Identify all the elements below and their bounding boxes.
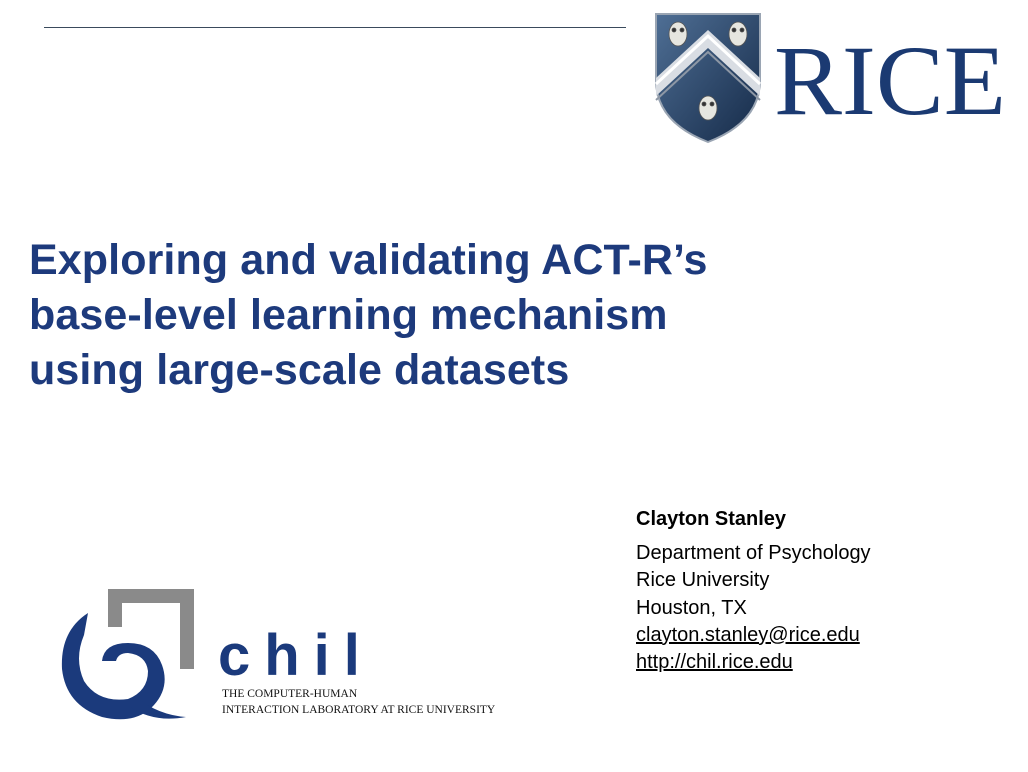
chil-wordmark: chil (218, 623, 374, 688)
author-location: Houston, TX (636, 596, 747, 619)
author-block: Clayton Stanley Department of Psychology… (636, 506, 1016, 676)
author-department: Department of Psychology (636, 542, 871, 564)
rice-logo: RICE (654, 13, 1006, 144)
rice-wordmark: RICE (774, 25, 1006, 136)
top-divider-line (44, 27, 626, 28)
chil-tagline-2: INTERACTION LABORATORY AT RICE UNIVERSIT… (222, 704, 496, 716)
title-line-2: base-level learning mechanism (29, 291, 668, 339)
title-line-1: Exploring and validating ACT-R’s (29, 236, 708, 284)
rice-shield-icon (654, 13, 762, 144)
author-university: Rice University (636, 569, 770, 592)
author-email-link[interactable]: clayton.stanley@rice.edu (636, 623, 860, 646)
author-website-link[interactable]: http://chil.rice.edu (636, 651, 793, 674)
chil-emblem-icon (61, 589, 194, 720)
slide-title: Exploring and validating ACT-R’s base-le… (29, 233, 789, 398)
author-name: Clayton Stanley (636, 508, 787, 530)
title-line-3: using large-scale datasets (29, 346, 570, 394)
chil-logo: chil THE COMPUTER-HUMAN INTERACTION LABO… (61, 589, 496, 720)
chil-tagline-1: THE COMPUTER-HUMAN (222, 688, 358, 700)
